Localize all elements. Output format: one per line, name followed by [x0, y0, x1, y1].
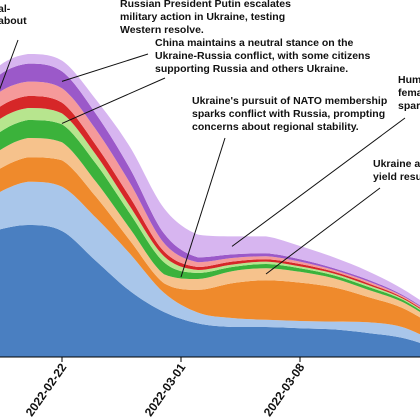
annotation-putin-line-3: Western resolve. — [120, 24, 204, 36]
annotation-leader-4 — [180, 137, 226, 278]
annotation-nato-line-1: Ukraine's pursuit of NATO membership — [192, 95, 387, 107]
area-series-6 — [0, 108, 420, 310]
annotation-china-line-2: Ukraine-Russia conflict, with some citiz… — [155, 50, 370, 62]
annotation-leader-6 — [265, 187, 381, 275]
area-series-9 — [0, 63, 420, 307]
annotation-putin-line-2: military action in Ukraine, testing — [120, 11, 285, 23]
annotation-human-partial: Hum fema spar — [398, 74, 420, 112]
annotation-leader-lines — [0, 39, 406, 278]
area-series-group — [0, 54, 420, 357]
x-tick-label-1: 2022-02-22 — [23, 360, 70, 419]
x-tick-label-2: 2022-03-01 — [142, 360, 189, 419]
annotation-china-line-1: China maintains a neutral stance on the — [155, 37, 354, 49]
area-series-7 — [0, 96, 420, 309]
x-axis-ticks: 2022-02-22 2022-03-01 2022-03-08 — [23, 357, 308, 419]
annotation-human-line-3: spar — [398, 100, 420, 112]
annotation-leader-5 — [231, 117, 406, 247]
annotation-putin-line-1: Russian President Putin escalates — [120, 0, 291, 10]
annotation-human-line-2: fema — [398, 87, 420, 99]
x-tick-label-3: 2022-03-08 — [261, 360, 308, 419]
annotation-left-line-2: about — [0, 15, 27, 27]
annotation-left-line-1: al- — [0, 3, 11, 15]
area-series-8 — [0, 81, 420, 308]
annotation-china-line-3: supporting Russia and others Ukraine. — [155, 63, 348, 75]
annotation-china: China maintains a neutral stance on the … — [155, 37, 370, 75]
annotation-leader-3 — [61, 77, 166, 124]
annotation-nato: Ukraine's pursuit of NATO membership spa… — [192, 95, 387, 133]
area-series-10 — [0, 54, 420, 306]
annotation-putin: Russian President Putin escalates milita… — [120, 0, 291, 36]
annotation-leader-2 — [61, 53, 149, 82]
annotation-ukraine-line-1: Ukraine ar — [373, 158, 420, 170]
annotation-nato-line-2: sparks conflict with Russia, prompting — [192, 108, 385, 120]
area-series-3 — [0, 157, 420, 335]
annotation-ukraine-partial: Ukraine ar yield resul — [373, 158, 420, 183]
annotation-partial-left: al- about — [0, 3, 27, 27]
annotation-ukraine-line-2: yield resul — [373, 171, 420, 183]
area-series-2 — [0, 181, 420, 343]
annotation-nato-line-3: concerns about regional stability. — [192, 121, 359, 133]
annotation-human-line-1: Hum — [398, 74, 420, 86]
area-series-5 — [0, 120, 420, 313]
annotation-leader-1 — [0, 39, 19, 90]
area-series-1 — [0, 225, 420, 357]
area-series-4 — [0, 138, 420, 318]
